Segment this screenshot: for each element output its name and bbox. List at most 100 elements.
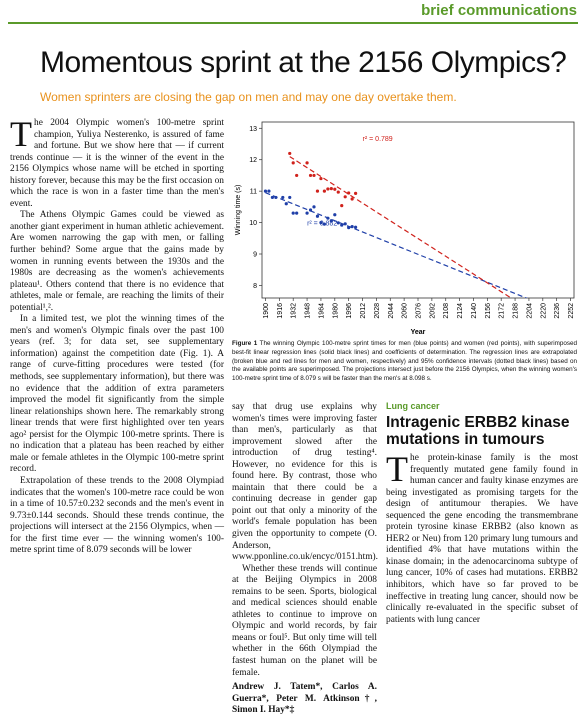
data-point [336, 190, 340, 194]
plot-content [263, 151, 528, 298]
x-tick-label: 1900 [263, 303, 270, 319]
data-point [312, 173, 316, 178]
data-point [322, 222, 326, 226]
data-point [308, 173, 313, 178]
x-tick-label: 2252 [568, 303, 575, 319]
data-point [343, 222, 347, 226]
data-point [305, 211, 309, 215]
paragraph: Extrapolation of these trends to the 200… [10, 475, 224, 556]
y-tick-label: 8 [253, 283, 257, 290]
right-block: Lung cancer Intragenic ERBB2 kinase muta… [386, 401, 578, 626]
y-tick-label: 12 [249, 157, 257, 164]
x-tick-label: 1932 [291, 303, 298, 319]
x-tick-label: 1964 [318, 303, 325, 319]
x-tick-label: 2044 [388, 303, 395, 319]
data-point [354, 191, 358, 195]
data-point [343, 195, 347, 199]
section-header: brief communications [421, 2, 577, 19]
data-point [347, 191, 351, 195]
x-axis-label: Year [411, 329, 426, 336]
drop-cap: T [10, 114, 32, 154]
data-point [340, 223, 344, 227]
annotation: r² = 0.882 [307, 221, 337, 228]
y-tick-label: 9 [253, 252, 257, 259]
article-title-2: Intragenic ERBB2 kinase mutations in tum… [386, 414, 570, 448]
data-point [288, 151, 292, 156]
data-point [274, 195, 278, 200]
paragraph-text: he 2004 Olympic women's 100-metre sprint… [10, 118, 224, 209]
x-tick-label: 2028 [374, 303, 381, 319]
data-point [329, 219, 333, 223]
data-point [319, 176, 323, 181]
x-tick-label: 2172 [499, 303, 506, 319]
caption-label: Figure 1 [232, 340, 258, 347]
x-tick-label: 2140 [471, 303, 478, 319]
data-point [305, 161, 309, 165]
y-tick-label: 10 [249, 220, 257, 227]
data-point [312, 205, 316, 209]
data-point [263, 189, 268, 193]
data-point [267, 189, 271, 193]
data-point [281, 195, 285, 200]
data-point [326, 187, 330, 191]
data-point [333, 187, 337, 191]
x-tick-label: 1916 [277, 303, 284, 319]
x-tick-label: 2060 [402, 303, 409, 319]
data-point [336, 221, 340, 225]
data-point [315, 189, 320, 193]
x-tick-label: 1996 [346, 303, 353, 319]
caption-text: The winning Olympic 100-metre sprint tim… [232, 340, 578, 383]
data-point [319, 220, 323, 225]
drop-cap: T [386, 449, 408, 489]
data-point [350, 197, 354, 201]
data-point [326, 216, 330, 220]
annotation: r² = 0.789 [363, 136, 393, 143]
x-tick-label: 2188 [513, 303, 520, 319]
header-rule [8, 22, 578, 24]
data-point [295, 173, 299, 178]
data-point [291, 211, 295, 215]
x-tick-label: 2092 [429, 303, 436, 319]
x-tick-label: 1980 [332, 303, 339, 319]
figure-caption: Figure 1 The winning Olympic 100-metre s… [232, 340, 577, 384]
data-point [288, 195, 292, 200]
y-tick-label: 11 [250, 189, 257, 196]
data-point [291, 161, 295, 165]
x-tick-label: 2220 [540, 303, 547, 319]
x-tick-label: 2012 [360, 303, 367, 319]
x-tick-label: 2236 [554, 303, 561, 319]
paragraph: Whether these trends will continue at th… [232, 563, 377, 678]
authors: Andrew J. Tatem*, Carlos A. Guerra*, Pet… [232, 682, 377, 716]
data-point [347, 226, 351, 230]
figure-chart: 8 9 10 11 12 13 1900 1916 1932 1948 1964 1980 1996 20… [235, 121, 575, 336]
x-tick-label: 2124 [457, 303, 464, 319]
data-point [284, 202, 288, 206]
article-title: Momentous sprint at the 2156 Olympics? [40, 46, 567, 79]
data-point [322, 189, 326, 193]
data-point [354, 225, 358, 229]
paragraph: say that drug use explains why women's t… [232, 402, 378, 563]
data-point [315, 214, 320, 218]
x-tick-label: 2076 [416, 303, 423, 319]
data-point [333, 213, 337, 217]
trend-line [265, 192, 528, 298]
section-label: Lung cancer [386, 401, 440, 411]
x-tick-label: 2204 [526, 303, 533, 319]
paragraph: The Athens Olympic Games could be viewed… [10, 210, 224, 313]
middle-column: say that drug use explains why women's t… [232, 402, 378, 717]
x-tick-label: 2156 [485, 303, 492, 319]
y-tick-label: 13 [249, 126, 257, 133]
data-point [270, 195, 274, 200]
page: {"header": "brief communications", "titl… [8, 2, 578, 716]
data-point [340, 204, 344, 208]
y-axis-label: Winning time (s) [235, 185, 242, 236]
article-subtitle: Women sprinters are closing the gap on m… [40, 90, 457, 104]
data-point [329, 187, 333, 191]
data-point [350, 225, 354, 229]
x-tick-label: 1948 [305, 303, 312, 319]
plot-area [261, 121, 575, 299]
